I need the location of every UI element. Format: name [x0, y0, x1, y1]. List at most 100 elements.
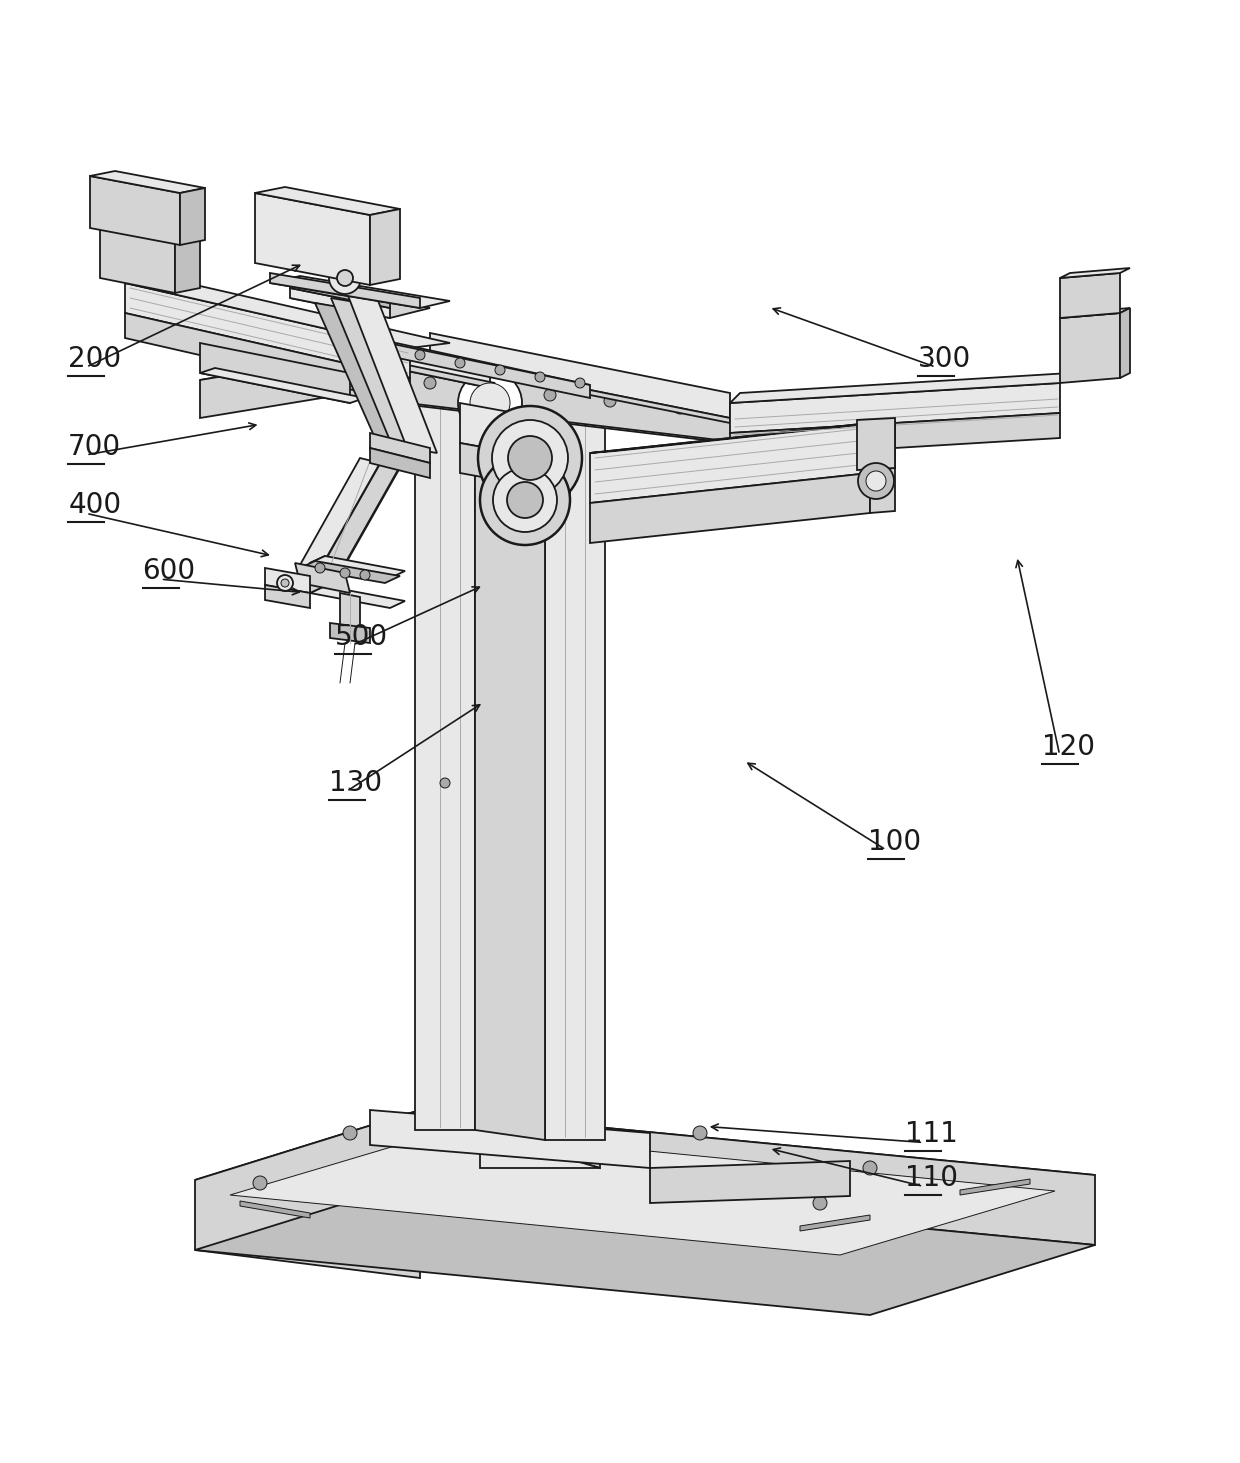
Circle shape	[813, 1195, 827, 1210]
Polygon shape	[870, 468, 895, 514]
Circle shape	[553, 1110, 567, 1125]
Polygon shape	[430, 334, 730, 418]
Polygon shape	[200, 342, 350, 402]
Text: 110: 110	[905, 1165, 959, 1192]
Circle shape	[575, 377, 585, 388]
Polygon shape	[1120, 309, 1130, 377]
Polygon shape	[370, 209, 401, 285]
Polygon shape	[1060, 313, 1120, 383]
Polygon shape	[870, 421, 895, 470]
Polygon shape	[91, 176, 180, 244]
Circle shape	[693, 1127, 707, 1140]
Polygon shape	[480, 1132, 600, 1167]
Circle shape	[415, 350, 425, 360]
Text: 500: 500	[335, 623, 388, 651]
Circle shape	[477, 407, 582, 511]
Polygon shape	[180, 189, 205, 244]
Polygon shape	[460, 443, 570, 493]
Circle shape	[374, 342, 384, 353]
Circle shape	[675, 402, 686, 414]
Circle shape	[458, 372, 522, 435]
Polygon shape	[370, 433, 430, 462]
Polygon shape	[290, 288, 391, 317]
Circle shape	[470, 383, 510, 423]
Polygon shape	[195, 1110, 420, 1279]
Polygon shape	[590, 473, 870, 543]
Polygon shape	[175, 218, 200, 293]
Text: 200: 200	[68, 345, 122, 373]
Circle shape	[534, 372, 546, 382]
Circle shape	[494, 468, 557, 533]
Polygon shape	[340, 357, 870, 458]
Polygon shape	[300, 458, 379, 569]
Circle shape	[866, 471, 887, 492]
Circle shape	[343, 1127, 357, 1140]
Polygon shape	[800, 1214, 870, 1230]
Polygon shape	[175, 317, 495, 388]
Polygon shape	[200, 369, 365, 402]
Polygon shape	[320, 462, 401, 573]
Polygon shape	[290, 278, 391, 309]
Polygon shape	[730, 373, 1070, 402]
Polygon shape	[420, 1110, 1095, 1245]
Polygon shape	[475, 370, 546, 1140]
Polygon shape	[310, 587, 405, 609]
Circle shape	[480, 455, 570, 546]
Polygon shape	[241, 1201, 310, 1219]
Circle shape	[340, 568, 350, 578]
Polygon shape	[590, 421, 895, 454]
Circle shape	[494, 1146, 507, 1160]
Polygon shape	[125, 313, 410, 402]
Polygon shape	[300, 560, 401, 582]
Polygon shape	[960, 1179, 1030, 1195]
Circle shape	[604, 395, 616, 407]
Polygon shape	[200, 357, 870, 443]
Polygon shape	[255, 187, 401, 215]
Text: 120: 120	[1042, 733, 1095, 761]
Circle shape	[329, 262, 361, 294]
Circle shape	[424, 377, 436, 389]
Circle shape	[673, 1176, 687, 1189]
Polygon shape	[546, 380, 605, 1140]
Circle shape	[374, 372, 386, 383]
Circle shape	[484, 383, 496, 395]
Polygon shape	[340, 593, 360, 633]
Text: 111: 111	[905, 1121, 959, 1148]
Polygon shape	[265, 568, 310, 593]
Text: 100: 100	[868, 828, 921, 856]
Polygon shape	[125, 278, 450, 348]
Circle shape	[858, 462, 894, 499]
Polygon shape	[125, 282, 410, 377]
Polygon shape	[650, 1162, 849, 1203]
Polygon shape	[270, 277, 450, 309]
Polygon shape	[200, 357, 340, 418]
Text: 700: 700	[68, 433, 122, 461]
Circle shape	[455, 358, 465, 369]
Circle shape	[315, 563, 325, 573]
Polygon shape	[1060, 309, 1130, 317]
Polygon shape	[730, 413, 1060, 458]
Polygon shape	[590, 423, 870, 503]
Polygon shape	[195, 1110, 1095, 1245]
Polygon shape	[295, 563, 350, 593]
Circle shape	[277, 575, 293, 591]
Polygon shape	[370, 448, 430, 478]
Polygon shape	[330, 623, 370, 644]
Text: 400: 400	[68, 492, 122, 519]
Text: 300: 300	[918, 345, 971, 373]
Polygon shape	[195, 1181, 1095, 1315]
Polygon shape	[415, 370, 475, 1129]
Polygon shape	[430, 358, 730, 423]
Polygon shape	[331, 298, 422, 448]
Polygon shape	[347, 293, 436, 454]
Circle shape	[507, 481, 543, 518]
Polygon shape	[255, 193, 370, 285]
Polygon shape	[460, 402, 570, 462]
Polygon shape	[310, 556, 405, 578]
Polygon shape	[175, 309, 490, 388]
Polygon shape	[1060, 268, 1130, 278]
Polygon shape	[100, 208, 175, 293]
Circle shape	[337, 271, 353, 285]
Text: 600: 600	[143, 557, 196, 585]
Circle shape	[508, 436, 552, 480]
